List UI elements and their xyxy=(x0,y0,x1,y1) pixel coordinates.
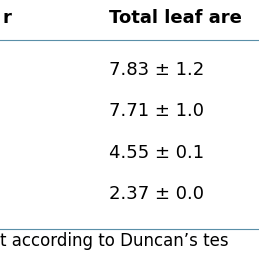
Text: t according to Duncan’s tes: t according to Duncan’s tes xyxy=(0,232,229,250)
Text: 7.71 ± 1.0: 7.71 ± 1.0 xyxy=(109,102,204,120)
Text: 2.37 ± 0.0: 2.37 ± 0.0 xyxy=(109,185,204,203)
Text: r: r xyxy=(3,9,11,27)
Text: Total leaf are: Total leaf are xyxy=(109,9,242,27)
Text: 7.83 ± 1.2: 7.83 ± 1.2 xyxy=(109,61,204,79)
Text: 4.55 ± 0.1: 4.55 ± 0.1 xyxy=(109,144,204,162)
